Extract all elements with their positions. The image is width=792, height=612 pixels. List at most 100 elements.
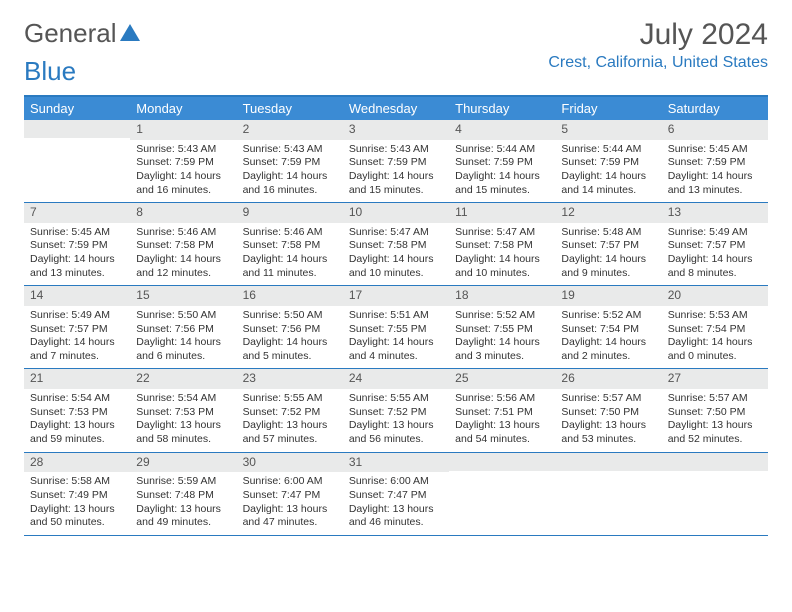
- day-number: [24, 120, 130, 138]
- sunrise-text: Sunrise: 5:53 AM: [668, 309, 762, 323]
- day-number: 15: [130, 286, 236, 306]
- sunset-text: Sunset: 7:59 PM: [30, 239, 124, 253]
- day-number: 4: [449, 120, 555, 140]
- week-row: 21Sunrise: 5:54 AMSunset: 7:53 PMDayligh…: [24, 369, 768, 452]
- day-cell: 21Sunrise: 5:54 AMSunset: 7:53 PMDayligh…: [24, 369, 130, 451]
- day-cell: [662, 453, 768, 535]
- daylight-text: Daylight: 14 hours and 9 minutes.: [561, 253, 655, 280]
- sunrise-text: Sunrise: 5:44 AM: [561, 143, 655, 157]
- sunrise-text: Sunrise: 6:00 AM: [243, 475, 337, 489]
- day-number: 24: [343, 369, 449, 389]
- day-cell: 30Sunrise: 6:00 AMSunset: 7:47 PMDayligh…: [237, 453, 343, 535]
- day-body: Sunrise: 5:57 AMSunset: 7:50 PMDaylight:…: [555, 389, 661, 452]
- day-body: Sunrise: 5:55 AMSunset: 7:52 PMDaylight:…: [343, 389, 449, 452]
- daylight-text: Daylight: 13 hours and 50 minutes.: [30, 503, 124, 530]
- month-title: July 2024: [548, 18, 768, 52]
- day-body: Sunrise: 5:44 AMSunset: 7:59 PMDaylight:…: [555, 140, 661, 203]
- sunrise-text: Sunrise: 5:52 AM: [561, 309, 655, 323]
- daylight-text: Daylight: 14 hours and 13 minutes.: [30, 253, 124, 280]
- day-number: 11: [449, 203, 555, 223]
- daylight-text: Daylight: 14 hours and 10 minutes.: [455, 253, 549, 280]
- daylight-text: Daylight: 14 hours and 0 minutes.: [668, 336, 762, 363]
- sunset-text: Sunset: 7:52 PM: [349, 406, 443, 420]
- day-body: Sunrise: 5:53 AMSunset: 7:54 PMDaylight:…: [662, 306, 768, 369]
- day-cell: 7 Sunrise: 5:45 AMSunset: 7:59 PMDaylight…: [24, 203, 130, 285]
- day-number: 2: [237, 120, 343, 140]
- day-cell: 9Sunrise: 5:46 AMSunset: 7:58 PMDaylight…: [237, 203, 343, 285]
- sunrise-text: Sunrise: 5:54 AM: [136, 392, 230, 406]
- day-number: 27: [662, 369, 768, 389]
- sunset-text: Sunset: 7:54 PM: [561, 323, 655, 337]
- week-row: 1Sunrise: 5:43 AMSunset: 7:59 PMDaylight…: [24, 120, 768, 203]
- day-body: Sunrise: 5:51 AMSunset: 7:55 PMDaylight:…: [343, 306, 449, 369]
- day-cell: 24Sunrise: 5:55 AMSunset: 7:52 PMDayligh…: [343, 369, 449, 451]
- day-cell: 17Sunrise: 5:51 AMSunset: 7:55 PMDayligh…: [343, 286, 449, 368]
- sunrise-text: Sunrise: 5:43 AM: [136, 143, 230, 157]
- sunset-text: Sunset: 7:59 PM: [349, 156, 443, 170]
- sunset-text: Sunset: 7:55 PM: [455, 323, 549, 337]
- sunset-text: Sunset: 7:49 PM: [30, 489, 124, 503]
- weeks-container: 1Sunrise: 5:43 AMSunset: 7:59 PMDaylight…: [24, 120, 768, 536]
- day-number: 28: [24, 453, 130, 473]
- sunrise-text: Sunrise: 5:45 AM: [30, 226, 124, 240]
- day-body: Sunrise: 5:49 AMSunset: 7:57 PMDaylight:…: [24, 306, 130, 369]
- day-body: Sunrise: 5:47 AMSunset: 7:58 PMDaylight:…: [343, 223, 449, 286]
- day-body: Sunrise: 5:52 AMSunset: 7:54 PMDaylight:…: [555, 306, 661, 369]
- day-body: Sunrise: 5:54 AMSunset: 7:53 PMDaylight:…: [24, 389, 130, 452]
- day-number: 13: [662, 203, 768, 223]
- day-cell: [449, 453, 555, 535]
- sunset-text: Sunset: 7:59 PM: [668, 156, 762, 170]
- day-number: 12: [555, 203, 661, 223]
- day-cell: 29Sunrise: 5:59 AMSunset: 7:48 PMDayligh…: [130, 453, 236, 535]
- day-body: Sunrise: 5:50 AMSunset: 7:56 PMDaylight:…: [237, 306, 343, 369]
- day-body: Sunrise: 5:54 AMSunset: 7:53 PMDaylight:…: [130, 389, 236, 452]
- day-number: 7: [24, 203, 130, 223]
- day-number: 8: [130, 203, 236, 223]
- day-body: Sunrise: 6:00 AMSunset: 7:47 PMDaylight:…: [343, 472, 449, 535]
- day-cell: 28Sunrise: 5:58 AMSunset: 7:49 PMDayligh…: [24, 453, 130, 535]
- logo-icon: [119, 18, 141, 49]
- day-body: Sunrise: 5:49 AMSunset: 7:57 PMDaylight:…: [662, 223, 768, 286]
- day-cell: 31Sunrise: 6:00 AMSunset: 7:47 PMDayligh…: [343, 453, 449, 535]
- sunset-text: Sunset: 7:56 PM: [136, 323, 230, 337]
- day-number: [555, 453, 661, 471]
- day-body: Sunrise: 5:59 AMSunset: 7:48 PMDaylight:…: [130, 472, 236, 535]
- day-cell: 16Sunrise: 5:50 AMSunset: 7:56 PMDayligh…: [237, 286, 343, 368]
- daylight-text: Daylight: 14 hours and 15 minutes.: [455, 170, 549, 197]
- dayname-sat: Saturday: [662, 97, 768, 120]
- sunrise-text: Sunrise: 5:48 AM: [561, 226, 655, 240]
- dayname-sun: Sunday: [24, 97, 130, 120]
- daylight-text: Daylight: 13 hours and 56 minutes.: [349, 419, 443, 446]
- sunset-text: Sunset: 7:53 PM: [30, 406, 124, 420]
- sunset-text: Sunset: 7:58 PM: [136, 239, 230, 253]
- sunrise-text: Sunrise: 5:47 AM: [349, 226, 443, 240]
- day-cell: 20Sunrise: 5:53 AMSunset: 7:54 PMDayligh…: [662, 286, 768, 368]
- day-cell: 25Sunrise: 5:56 AMSunset: 7:51 PMDayligh…: [449, 369, 555, 451]
- day-cell: 23Sunrise: 5:55 AMSunset: 7:52 PMDayligh…: [237, 369, 343, 451]
- sunset-text: Sunset: 7:50 PM: [561, 406, 655, 420]
- day-cell: 1Sunrise: 5:43 AMSunset: 7:59 PMDaylight…: [130, 120, 236, 202]
- day-number: 30: [237, 453, 343, 473]
- day-body: Sunrise: 5:46 AMSunset: 7:58 PMDaylight:…: [130, 223, 236, 286]
- sunset-text: Sunset: 7:50 PM: [668, 406, 762, 420]
- daylight-text: Daylight: 13 hours and 58 minutes.: [136, 419, 230, 446]
- day-number: 23: [237, 369, 343, 389]
- day-number: 16: [237, 286, 343, 306]
- day-number: [449, 453, 555, 471]
- day-number: 22: [130, 369, 236, 389]
- sunset-text: Sunset: 7:59 PM: [136, 156, 230, 170]
- sunset-text: Sunset: 7:53 PM: [136, 406, 230, 420]
- title-block: July 2024 Crest, California, United Stat…: [548, 18, 768, 72]
- day-number: 20: [662, 286, 768, 306]
- day-body: Sunrise: 5:46 AMSunset: 7:58 PMDaylight:…: [237, 223, 343, 286]
- sunset-text: Sunset: 7:55 PM: [349, 323, 443, 337]
- day-cell: 13Sunrise: 5:49 AMSunset: 7:57 PMDayligh…: [662, 203, 768, 285]
- sunrise-text: Sunrise: 5:54 AM: [30, 392, 124, 406]
- daylight-text: Daylight: 14 hours and 7 minutes.: [30, 336, 124, 363]
- daylight-text: Daylight: 14 hours and 11 minutes.: [243, 253, 337, 280]
- sunset-text: Sunset: 7:57 PM: [561, 239, 655, 253]
- day-cell: 10Sunrise: 5:47 AMSunset: 7:58 PMDayligh…: [343, 203, 449, 285]
- sunrise-text: Sunrise: 5:50 AM: [243, 309, 337, 323]
- week-row: 7Sunrise: 5:45 AMSunset: 7:59 PMDaylight…: [24, 203, 768, 286]
- dayname-fri: Friday: [555, 97, 661, 120]
